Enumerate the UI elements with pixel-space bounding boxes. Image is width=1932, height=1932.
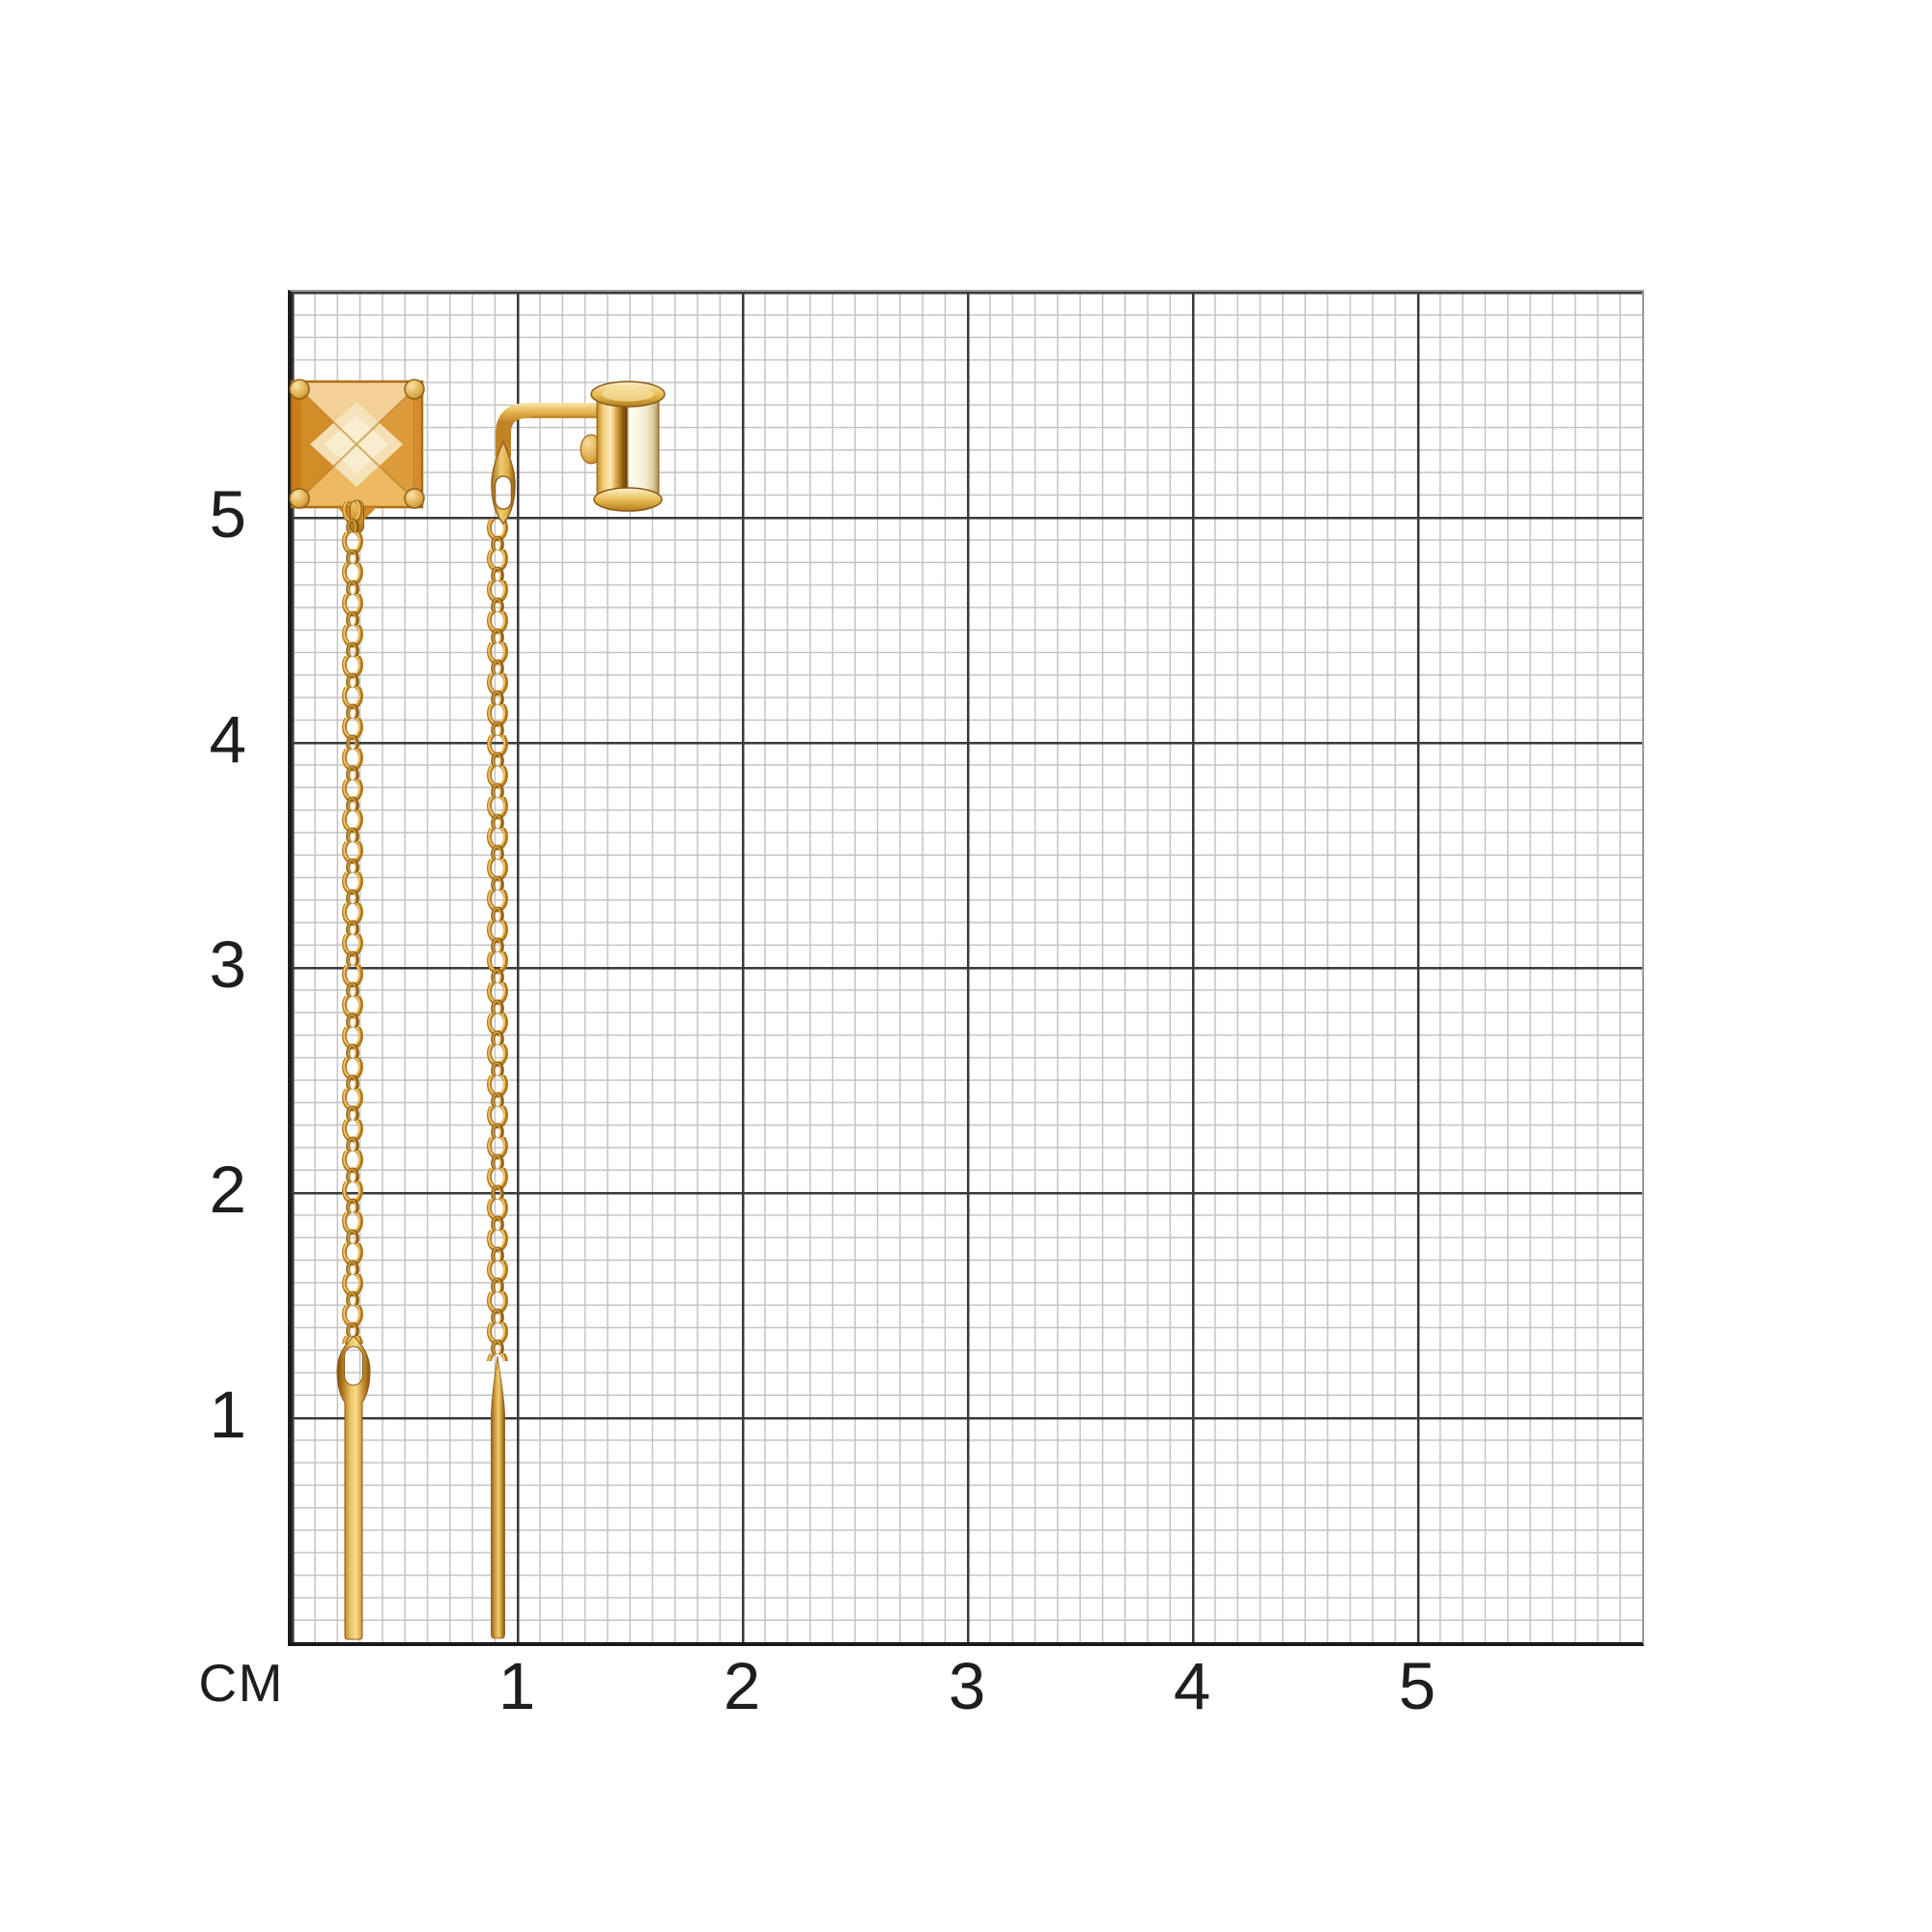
y-axis-label-4: 4	[209, 702, 246, 777]
citrine-stone	[290, 380, 424, 527]
x-axis-label-2: 2	[723, 1649, 761, 1723]
earring-front-gem	[289, 379, 425, 534]
x-axis-label-1: 1	[497, 1649, 536, 1723]
unit-label-cm: СМ	[198, 1653, 285, 1713]
threader-bar-left	[336, 1335, 371, 1640]
y-axis-label-3: 3	[209, 927, 246, 1002]
y-axis-label-2: 2	[209, 1152, 246, 1227]
prong-setting	[289, 379, 425, 509]
chain-left	[340, 501, 365, 1344]
y-axis-label-1: 1	[209, 1378, 246, 1452]
y-axis-label-5: 5	[209, 477, 246, 552]
measurement-grid	[288, 290, 1644, 1646]
chain-right	[485, 519, 510, 1361]
post-paddle-eyelet	[491, 440, 516, 526]
ear-post-wire	[496, 403, 605, 457]
threader-bar-right	[491, 1356, 505, 1639]
clasp-bottom-flange	[593, 487, 663, 512]
x-axis-label-4: 4	[1173, 1649, 1211, 1723]
earring-side-post-and-clasp	[491, 381, 666, 526]
x-axis-label-3: 3	[948, 1649, 986, 1723]
stud-clasp-back	[590, 381, 666, 512]
x-axis-label-5: 5	[1398, 1649, 1436, 1723]
